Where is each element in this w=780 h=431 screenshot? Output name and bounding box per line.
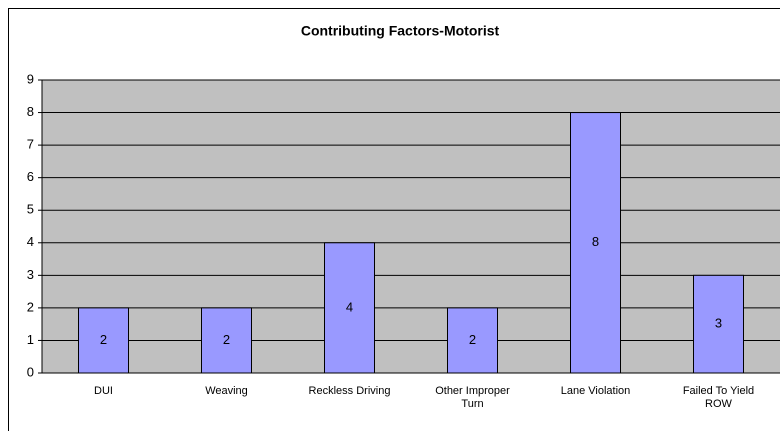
data-label: 8 [592, 234, 599, 249]
bar [324, 242, 375, 374]
x-tick-label: Reckless Driving [308, 385, 391, 397]
y-tick-label: 3 [27, 267, 34, 282]
x-tick-label: Other Improper Turn [435, 385, 510, 410]
bar [78, 307, 129, 374]
y-tick-label: 4 [27, 234, 34, 249]
data-label: 3 [715, 316, 722, 331]
bar [693, 274, 744, 374]
x-tick-label: DUI [94, 385, 113, 397]
data-label: 2 [100, 332, 107, 347]
plot-area [42, 80, 780, 373]
y-tick-label: 9 [27, 71, 34, 86]
chart-title: Contributing Factors-Motorist [301, 23, 500, 39]
y-tick-label: 6 [27, 169, 34, 184]
x-tick-label: Lane Violation [560, 385, 631, 397]
data-label: 4 [346, 299, 353, 314]
x-tick-label: Failed To Yield ROW [682, 385, 755, 410]
data-label: 2 [469, 332, 476, 347]
y-tick-label: 8 [27, 104, 34, 119]
y-tick-label: 1 [27, 332, 34, 347]
data-label: 2 [223, 332, 230, 347]
x-tick-label: Weaving [205, 385, 248, 397]
y-tick-label: 7 [27, 137, 34, 152]
bar [447, 307, 498, 374]
bar [201, 307, 252, 374]
y-tick-label: 5 [27, 202, 34, 217]
bar [570, 112, 621, 374]
y-tick-label: 2 [27, 299, 34, 314]
y-tick-label: 0 [27, 364, 34, 379]
